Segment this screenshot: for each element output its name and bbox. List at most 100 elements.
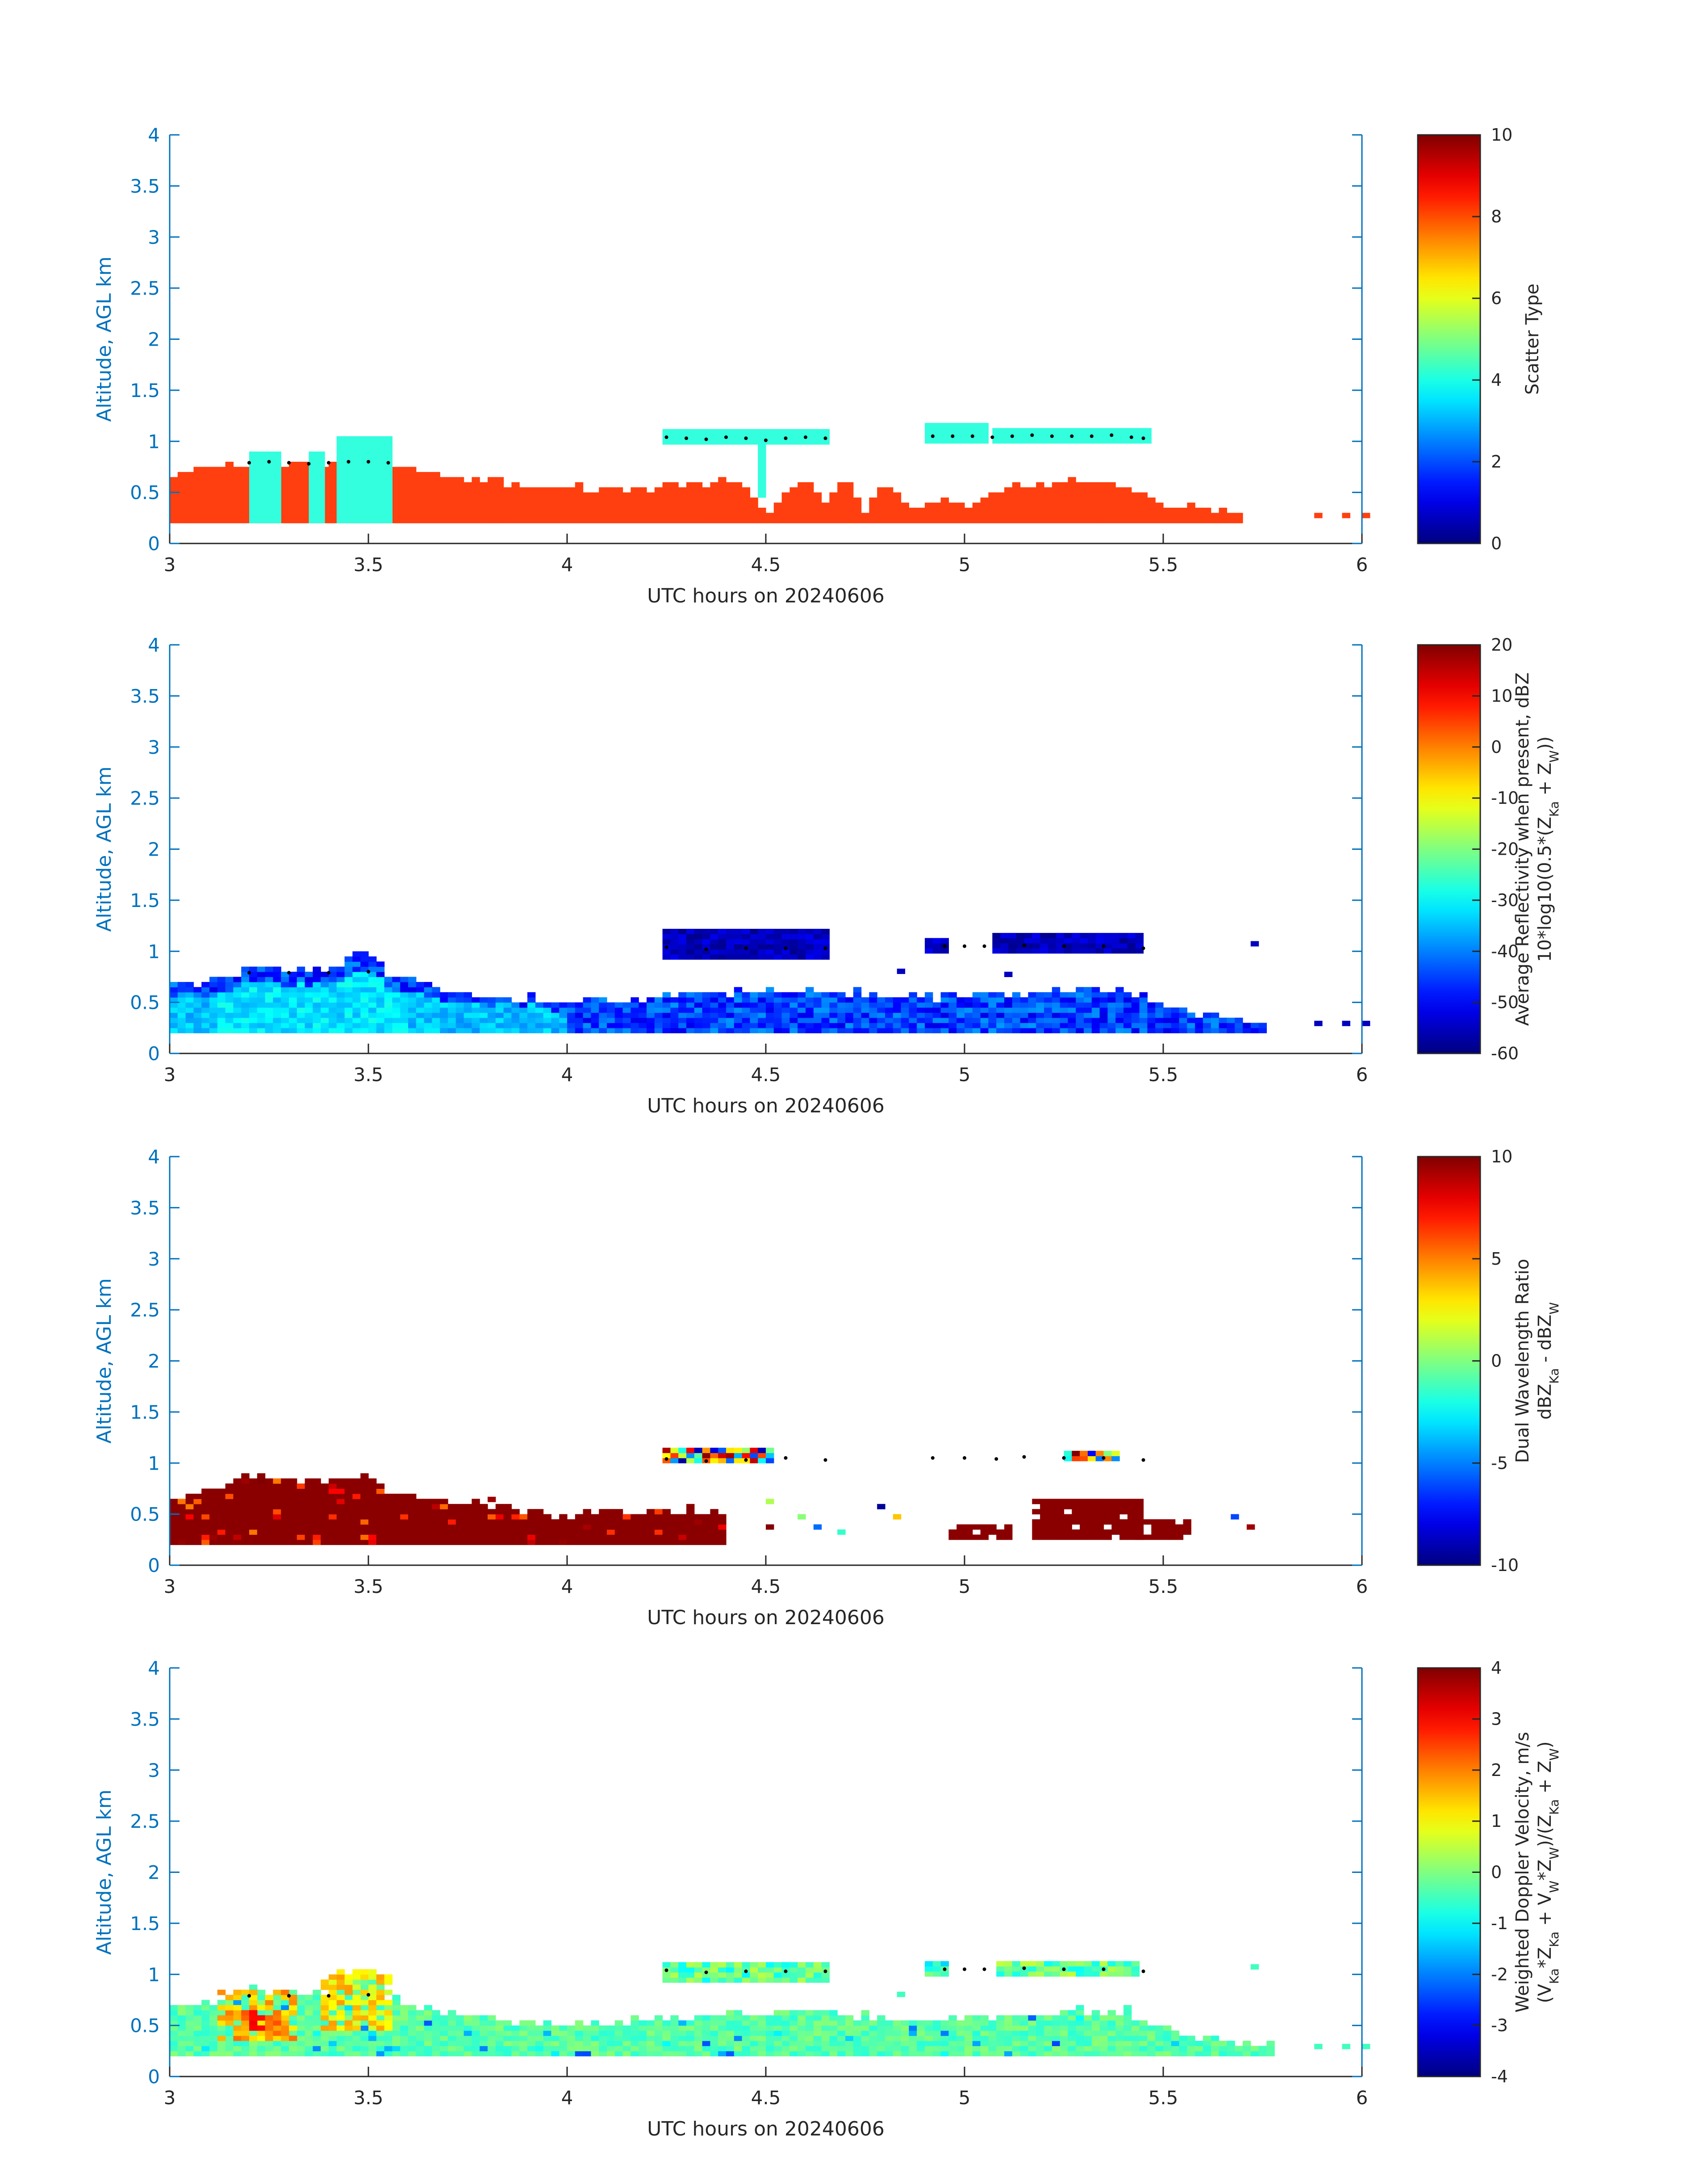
data-cell [392, 482, 401, 488]
data-cell [575, 2046, 584, 2052]
data-cell [464, 1519, 472, 1525]
data-cell [766, 1023, 774, 1028]
data-cell [249, 1493, 258, 1499]
data-cell [432, 472, 440, 477]
cloud-cell [766, 1458, 774, 1463]
data-cell [718, 997, 727, 1003]
data-cell [448, 1002, 456, 1008]
data-cell [678, 1012, 687, 1018]
data-cell [622, 497, 631, 503]
data-cell [654, 1028, 663, 1033]
data-cell [781, 507, 790, 513]
data-cell [543, 2031, 551, 2036]
data-cell [726, 1017, 735, 1023]
data-cell [249, 1985, 258, 1990]
data-cell [1084, 992, 1092, 998]
dwr-patch-cell [1095, 1499, 1104, 1504]
data-cell [543, 1023, 551, 1028]
data-cell [233, 497, 242, 503]
data-cell [543, 1017, 551, 1023]
data-cell [773, 997, 782, 1003]
data-cell [201, 1539, 210, 1545]
data-cell [400, 1509, 409, 1515]
data-cell [996, 992, 1005, 998]
data-cell [329, 1524, 337, 1530]
data-cell [519, 1012, 528, 1018]
data-cell [654, 502, 663, 508]
cloud-cell [1119, 438, 1128, 444]
data-cell [750, 2025, 758, 2031]
data-cell [376, 1985, 385, 1990]
dwr-patch-cell [1032, 1534, 1040, 1540]
data-cell [1099, 1023, 1108, 1028]
data-cell [416, 1007, 425, 1013]
data-cell [296, 513, 305, 518]
data-cell [639, 2046, 647, 2052]
data-cell [1004, 2040, 1013, 2046]
data-cell [432, 1007, 440, 1013]
cloud-cell [257, 492, 266, 498]
data-cell [281, 482, 289, 488]
data-cell [360, 1012, 369, 1018]
data-cell [472, 497, 480, 503]
data-cell [909, 2035, 917, 2041]
cloud-cell [336, 492, 345, 498]
data-cell [869, 1007, 877, 1013]
cloud-cell [1119, 948, 1128, 954]
data-cell [1155, 513, 1164, 518]
cloud-cell [344, 497, 353, 503]
data-cell [400, 507, 409, 513]
data-cell [829, 2025, 838, 2031]
data-cell [503, 1514, 512, 1520]
data-cell [1084, 513, 1092, 518]
data-cell [1250, 1023, 1259, 1028]
data-cell [1091, 2031, 1100, 2036]
data-cell [742, 1023, 750, 1028]
data-cell [289, 1539, 297, 1545]
data-cell [559, 2031, 568, 2036]
data-cell [1052, 2025, 1061, 2031]
data-cell [1036, 507, 1044, 513]
cloud-cell [1087, 428, 1096, 434]
data-cell [408, 1534, 417, 1540]
data-cell [1076, 2046, 1084, 2052]
data-cell [1076, 987, 1084, 993]
data-cell [837, 507, 846, 513]
data-cell [702, 1023, 710, 1028]
data-cell [1020, 1017, 1028, 1023]
data-cell [503, 1539, 512, 1545]
data-cell [798, 518, 806, 523]
data-cell [360, 2020, 369, 2026]
data-cell [527, 518, 536, 523]
data-cell [281, 1488, 289, 1494]
cloud-cell [257, 472, 266, 477]
data-cell [1179, 1012, 1187, 1018]
cloud-cell [352, 492, 361, 498]
data-cell [758, 2020, 766, 2026]
cloud-cell [813, 949, 822, 955]
data-cell [1099, 492, 1108, 498]
data-cell [845, 1007, 854, 1013]
data-cell [710, 1539, 718, 1545]
cloud-cell [1000, 943, 1009, 949]
data-cell [965, 518, 973, 523]
data-cell [965, 2035, 973, 2041]
data-cell [551, 502, 560, 508]
data-cell [948, 1002, 957, 1008]
cloud-cell [352, 451, 361, 457]
data-cell [702, 2031, 710, 2036]
cloud-cell [798, 928, 806, 934]
data-cell [980, 2035, 989, 2041]
cloud-cell [257, 477, 266, 483]
data-cell [440, 1017, 448, 1023]
cloud-cell [265, 502, 273, 508]
data-cell [241, 1499, 250, 1504]
data-cell [543, 2046, 551, 2052]
data-cell [837, 497, 846, 503]
data-cell [241, 1529, 250, 1535]
data-cell [344, 1534, 353, 1540]
data-cell [201, 513, 210, 518]
data-cell [1076, 1023, 1084, 1028]
cloud-cell [726, 439, 735, 445]
data-cell [1187, 1012, 1195, 1018]
